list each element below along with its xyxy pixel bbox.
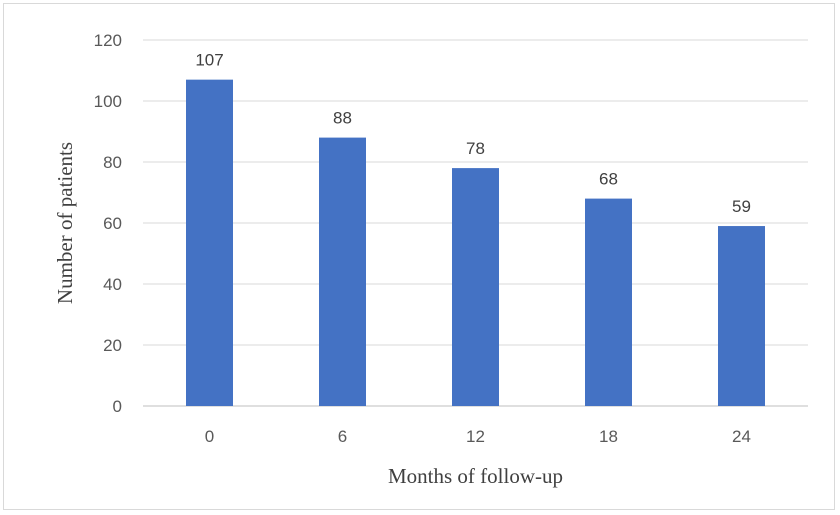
bar [452, 168, 499, 406]
x-axis-title: Months of follow-up [388, 464, 563, 488]
y-tick-label: 120 [94, 31, 122, 50]
bar [186, 79, 233, 407]
x-tick-label: 6 [338, 427, 347, 446]
y-tick-label: 40 [103, 275, 122, 294]
data-label: 59 [732, 197, 751, 216]
y-tick-label: 20 [103, 336, 122, 355]
y-tick-labels: 0 20 40 60 80 100 120 [94, 31, 122, 416]
data-label: 78 [466, 139, 485, 158]
data-label: 68 [599, 170, 618, 189]
bars [186, 79, 765, 407]
y-tick-label: 0 [113, 397, 122, 416]
bar [585, 198, 632, 406]
x-tick-label: 12 [466, 427, 485, 446]
y-tick-label: 60 [103, 214, 122, 233]
chart-frame [3, 3, 835, 510]
y-axis-title: Number of patients [53, 142, 77, 304]
y-tick-label: 100 [94, 92, 122, 111]
x-tick-label: 18 [599, 427, 618, 446]
data-label: 88 [333, 109, 352, 128]
bar [718, 226, 765, 406]
x-tick-label: 24 [732, 427, 751, 446]
bar [319, 137, 366, 406]
x-tick-label: 0 [205, 427, 214, 446]
data-labels: 107 88 78 68 59 [195, 51, 751, 216]
gridlines [143, 39, 808, 407]
y-tick-label: 80 [103, 153, 122, 172]
data-label: 107 [195, 51, 223, 70]
x-tick-labels: 0 6 12 18 24 [205, 427, 751, 446]
